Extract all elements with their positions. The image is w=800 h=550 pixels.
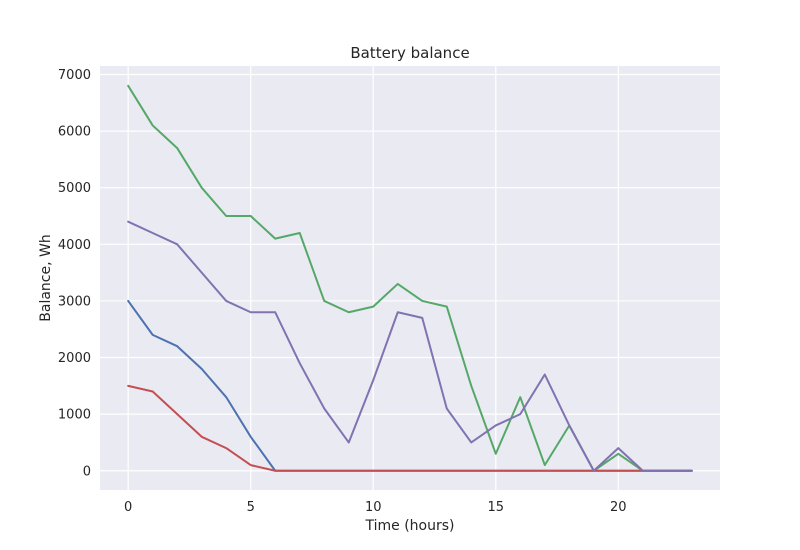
x-tick-label: 15 bbox=[487, 500, 504, 515]
x-axis-title: Time (hours) bbox=[365, 518, 455, 534]
y-tick-label: 1000 bbox=[58, 408, 91, 423]
y-tick-label: 5000 bbox=[58, 181, 91, 196]
series-group bbox=[127, 84, 693, 472]
y-tick-label: 0 bbox=[83, 464, 91, 479]
y-tick-label: 2000 bbox=[58, 351, 91, 366]
x-tick-labels: 0 5 10 15 20 bbox=[124, 500, 627, 515]
x-tick-label: 20 bbox=[610, 500, 627, 515]
series-line-4 bbox=[127, 220, 693, 472]
x-tick-label: 5 bbox=[247, 500, 255, 515]
chart-title: Battery balance bbox=[350, 44, 469, 62]
grid bbox=[100, 66, 720, 490]
x-tick-label: 10 bbox=[365, 500, 382, 515]
y-tick-label: 7000 bbox=[58, 68, 91, 83]
y-tick-labels: 0 1000 2000 3000 4000 5000 6000 7000 bbox=[58, 68, 91, 479]
x-tick-label: 0 bbox=[124, 500, 132, 515]
y-axis-title: Balance, Wh bbox=[38, 234, 54, 321]
y-tick-label: 4000 bbox=[58, 238, 91, 253]
y-tick-label: 6000 bbox=[58, 125, 91, 140]
y-tick-label: 3000 bbox=[58, 294, 91, 309]
series-line-3 bbox=[127, 384, 693, 472]
plot-area bbox=[100, 66, 720, 490]
